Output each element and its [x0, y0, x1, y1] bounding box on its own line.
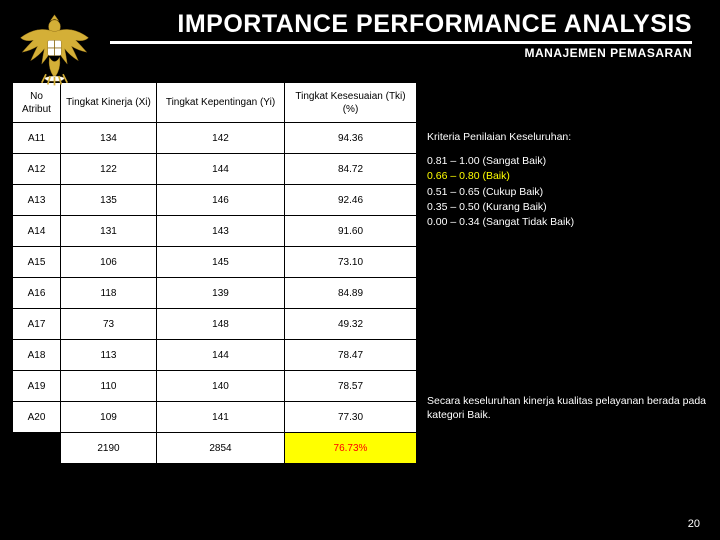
table-cell: A20 [13, 402, 61, 433]
conclusion-text: Secara keseluruhan kinerja kualitas pela… [427, 394, 710, 422]
criteria-item: 0.00 – 0.34 (Sangat Tidak Baik) [427, 215, 710, 229]
criteria-item: 0.81 – 1.00 (Sangat Baik) [427, 154, 710, 168]
garuda-emblem-icon [12, 8, 97, 93]
table-total-cell: 2854 [157, 433, 285, 464]
table-cell: 134 [61, 123, 157, 154]
table-cell: 73.10 [285, 247, 417, 278]
criteria-item: 0.35 – 0.50 (Kurang Baik) [427, 200, 710, 214]
table-cell: 148 [157, 309, 285, 340]
table-cell: 135 [61, 185, 157, 216]
table-cell: 141 [157, 402, 285, 433]
table-cell: 73 [61, 309, 157, 340]
table-cell: A19 [13, 371, 61, 402]
table-cell: A16 [13, 278, 61, 309]
content-area: No Atribut Tingkat Kinerja (Xi) Tingkat … [0, 64, 720, 464]
table-row: A177314849.32 [13, 309, 417, 340]
table-cell: 94.36 [285, 123, 417, 154]
table-total-cell: 76.73% [285, 433, 417, 464]
table-cell: A17 [13, 309, 61, 340]
header: IMPORTANCE PERFORMANCE ANALYSIS MANAJEME… [0, 0, 720, 64]
table-row: A1113414294.36 [13, 123, 417, 154]
page-subtitle: MANAJEMEN PEMASARAN [110, 46, 700, 60]
side-panel: Kriteria Penilaian Keseluruhan: 0.81 – 1… [427, 82, 710, 464]
table-cell: 78.47 [285, 340, 417, 371]
table-cell: 143 [157, 216, 285, 247]
table-cell: A12 [13, 154, 61, 185]
table-cell: 84.89 [285, 278, 417, 309]
table-cell: 91.60 [285, 216, 417, 247]
table-cell: 122 [61, 154, 157, 185]
table-cell: 144 [157, 154, 285, 185]
table-cell: A11 [13, 123, 61, 154]
table-cell: 144 [157, 340, 285, 371]
table-row: A1611813984.89 [13, 278, 417, 309]
criteria-list: 0.81 – 1.00 (Sangat Baik)0.66 – 0.80 (Ba… [427, 154, 710, 229]
table-cell: A13 [13, 185, 61, 216]
table-cell: 139 [157, 278, 285, 309]
table-cell: 118 [61, 278, 157, 309]
table-row: A1212214484.72 [13, 154, 417, 185]
table-row: A2010914177.30 [13, 402, 417, 433]
table-row: A1413114391.60 [13, 216, 417, 247]
page-number: 20 [688, 518, 700, 530]
table-totals-row: 2190285476.73% [13, 433, 417, 464]
table-row: A1510614573.10 [13, 247, 417, 278]
data-table-wrap: No Atribut Tingkat Kinerja (Xi) Tingkat … [12, 82, 417, 464]
table-cell: 92.46 [285, 185, 417, 216]
table-cell: 106 [61, 247, 157, 278]
table-cell: 146 [157, 185, 285, 216]
table-cell: 84.72 [285, 154, 417, 185]
th-kesesuaian: Tingkat Kesesuaian (Tki) (%) [285, 83, 417, 123]
table-total-cell: 2190 [61, 433, 157, 464]
th-kepentingan: Tingkat Kepentingan (Yi) [157, 83, 285, 123]
table-row: A1911014078.57 [13, 371, 417, 402]
page-title: IMPORTANCE PERFORMANCE ANALYSIS [110, 10, 700, 39]
table-cell: A15 [13, 247, 61, 278]
table-cell: 140 [157, 371, 285, 402]
table-cell: A18 [13, 340, 61, 371]
table-cell: 109 [61, 402, 157, 433]
table-cell: 142 [157, 123, 285, 154]
table-row: A1811314478.47 [13, 340, 417, 371]
criteria-title: Kriteria Penilaian Keseluruhan: [427, 130, 710, 144]
table-cell: A14 [13, 216, 61, 247]
table-cell: 145 [157, 247, 285, 278]
table-cell: 113 [61, 340, 157, 371]
table-cell: 110 [61, 371, 157, 402]
table-cell: 49.32 [285, 309, 417, 340]
title-underline [110, 41, 692, 44]
table-cell: 78.57 [285, 371, 417, 402]
table-cell: 131 [61, 216, 157, 247]
criteria-item: 0.51 – 0.65 (Cukup Baik) [427, 185, 710, 199]
table-total-cell [13, 433, 61, 464]
ipa-table: No Atribut Tingkat Kinerja (Xi) Tingkat … [12, 82, 417, 464]
table-cell: 77.30 [285, 402, 417, 433]
criteria-item: 0.66 – 0.80 (Baik) [427, 169, 710, 183]
table-row: A1313514692.46 [13, 185, 417, 216]
